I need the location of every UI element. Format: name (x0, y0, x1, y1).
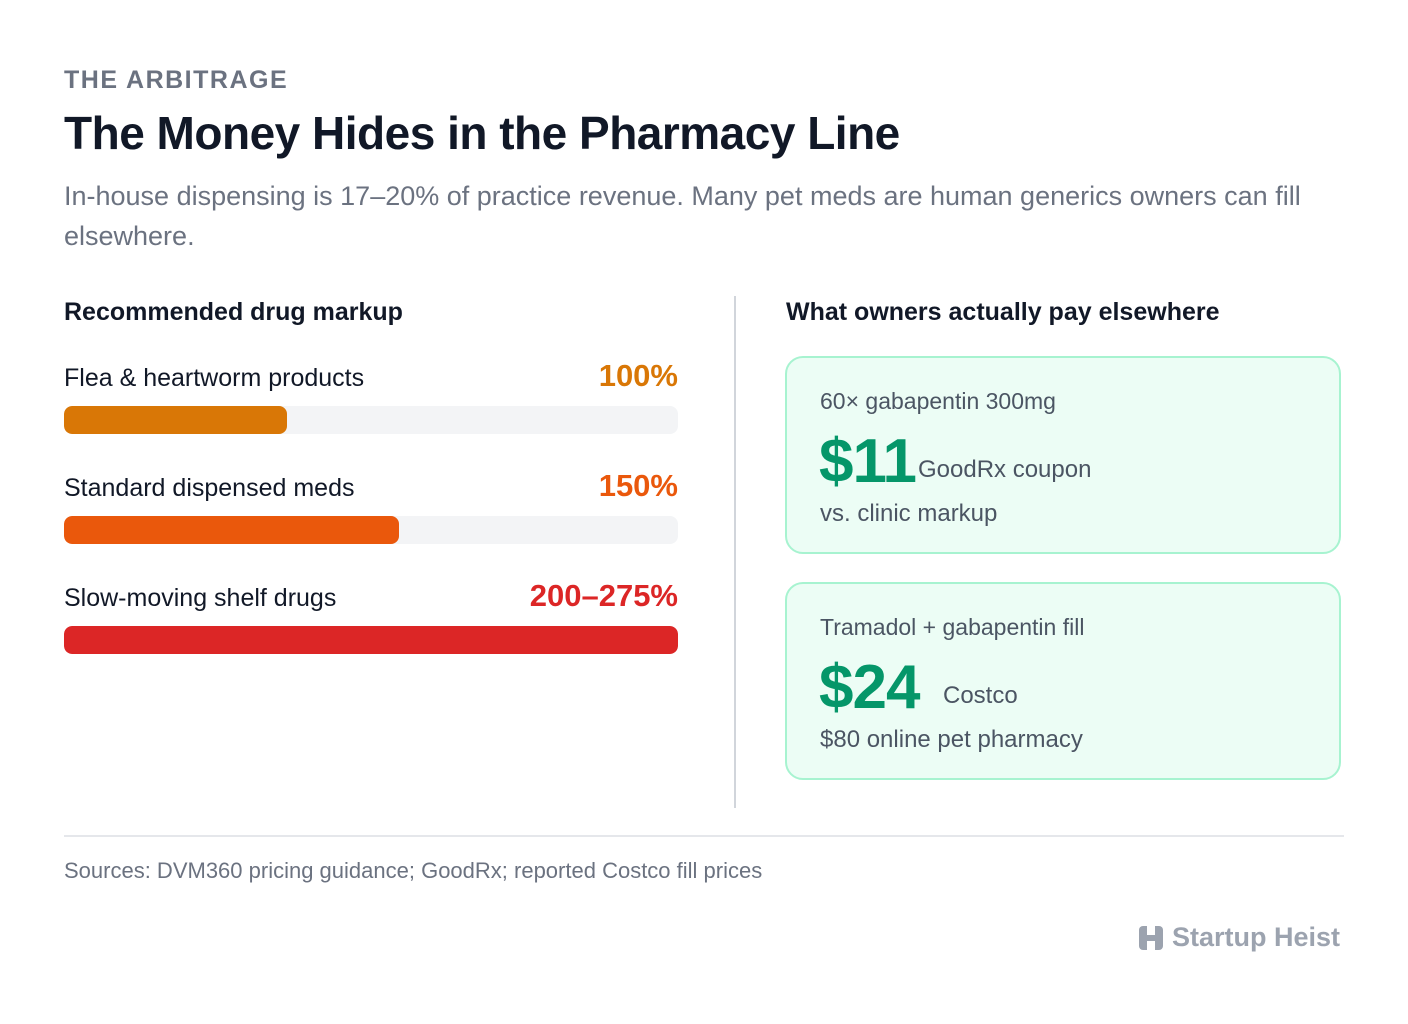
card-source: GoodRx coupon (918, 456, 1092, 483)
brand-logo: Startup Heist (1138, 922, 1340, 953)
footer-divider (64, 835, 1344, 837)
bar-fill (64, 516, 399, 544)
sources-note: Sources: DVM360 pricing guidance; GoodRx… (64, 858, 763, 883)
card-price: $11 (819, 427, 917, 496)
card-compare: vs. clinic markup (820, 500, 998, 527)
bar-fill (64, 406, 287, 434)
bar-category-label: Standard dispensed meds (64, 474, 355, 502)
bar-category-label: Flea & heartworm products (64, 364, 365, 392)
vertical-divider (734, 296, 736, 808)
price-card-gabapentin: 60× gabapentin 300mg $11 GoodRx coupon v… (785, 356, 1341, 554)
card-compare: $80 online pet pharmacy (820, 726, 1083, 753)
markup-section-heading: Recommended drug markup (64, 298, 403, 326)
bar-value-label: 100% (598, 358, 678, 393)
bar-value-label: 200–275% (529, 578, 678, 613)
card-price: $24 (819, 653, 920, 722)
prices-section-heading: What owners actually pay elsewhere (786, 298, 1220, 326)
page-title: The Money Hides in the Pharmacy Line (64, 107, 900, 159)
bar-fill (64, 626, 678, 654)
bar-value-label: 150% (598, 468, 678, 503)
price-card-tramadol: Tramadol + gabapentin fill $24 Costco $8… (785, 582, 1341, 780)
brand-name: Startup Heist (1171, 922, 1340, 952)
bar-track (64, 626, 678, 654)
card-source: Costco (943, 682, 1018, 709)
card-label: 60× gabapentin 300mg (820, 388, 1056, 414)
building-logo-icon (1138, 925, 1164, 951)
bar-category-label: Slow-moving shelf drugs (64, 584, 337, 612)
page-subtitle: In-house dispensing is 17–20% of practic… (64, 181, 1301, 251)
card-label: Tramadol + gabapentin fill (820, 614, 1085, 640)
bar-track (64, 406, 678, 434)
bar-track (64, 516, 678, 544)
eyebrow-label: THE ARBITRAGE (64, 66, 289, 94)
